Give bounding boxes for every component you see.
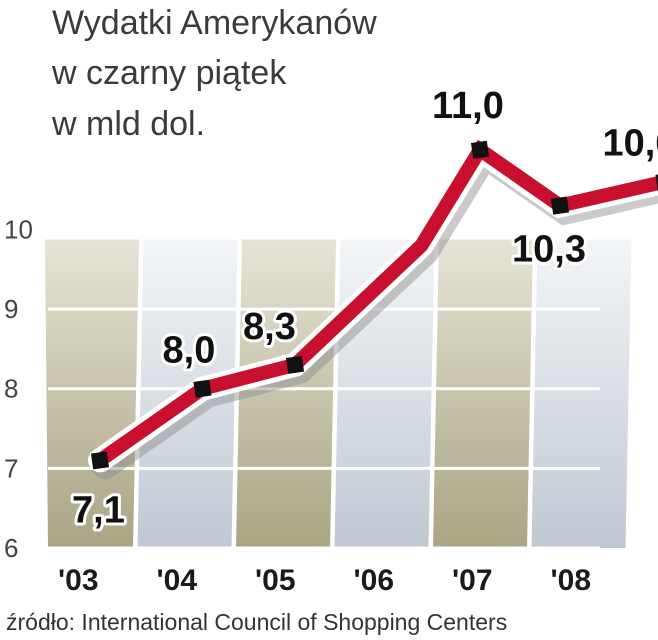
- y-tick-label: 7: [4, 453, 18, 483]
- y-axis-ticks: 6 7 8 9 10: [4, 214, 33, 563]
- data-label: 10,3: [512, 229, 586, 271]
- data-label: 11,0: [432, 85, 504, 127]
- x-tick-label: '07: [452, 564, 493, 597]
- band-2: [236, 239, 336, 549]
- x-tick-label: '08: [551, 564, 592, 597]
- series-markers: [90, 140, 658, 470]
- chart-title-line-2: w czarny piątek: [51, 54, 287, 92]
- y-tick-label: 6: [4, 533, 18, 563]
- data-label: 7,1: [72, 489, 125, 531]
- chart-title-line-3: w mld dol.: [51, 105, 205, 143]
- band-4: [433, 239, 533, 549]
- x-tick-label: '06: [354, 564, 395, 597]
- data-label: 8,3: [243, 306, 296, 348]
- y-tick-label: 9: [4, 294, 18, 324]
- chart-title-line-1: Wydatki Amerykanów: [52, 4, 377, 42]
- band-0: [45, 239, 139, 549]
- background-bands: [45, 239, 632, 549]
- x-tick-label: '04: [157, 564, 198, 597]
- data-point-marker: [193, 379, 212, 398]
- data-point-marker: [470, 140, 490, 159]
- data-labels: 7,1 8,0 8,3 11,0 10,3 10,6: [69, 82, 658, 535]
- gridlines: [48, 227, 600, 550]
- y-tick-label: 10: [4, 214, 33, 244]
- x-tick-label: '05: [255, 564, 296, 597]
- data-point-marker: [550, 196, 570, 215]
- data-label: 10,6: [603, 123, 658, 165]
- x-axis-ticks: '03 '04 '05 '06 '07 '08: [58, 564, 591, 597]
- data-point-marker: [90, 451, 110, 470]
- chart-title: Wydatki Amerykanów w czarny piątek w mld…: [51, 4, 377, 143]
- data-label: 8,0: [163, 330, 216, 372]
- band-5: [531, 239, 632, 549]
- y-tick-label: 8: [4, 374, 18, 404]
- x-tick-label: '03: [58, 564, 99, 597]
- data-point-marker: [285, 355, 305, 374]
- source-note: źródło: International Council of Shoppin…: [6, 609, 507, 635]
